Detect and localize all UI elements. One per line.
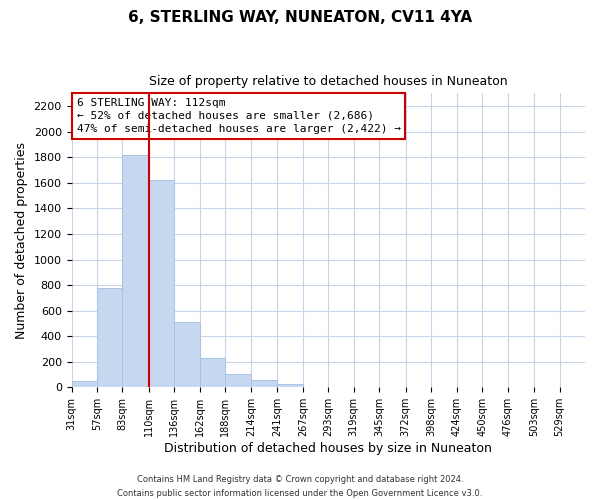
Bar — [277, 384, 303, 388]
Bar — [251, 380, 277, 388]
Bar — [175, 322, 200, 388]
Bar — [71, 381, 97, 388]
Bar — [149, 180, 175, 388]
Bar — [226, 374, 251, 388]
Text: 6 STERLING WAY: 112sqm
← 52% of detached houses are smaller (2,686)
47% of semi-: 6 STERLING WAY: 112sqm ← 52% of detached… — [77, 98, 401, 134]
Bar — [97, 288, 122, 388]
Text: 6, STERLING WAY, NUNEATON, CV11 4YA: 6, STERLING WAY, NUNEATON, CV11 4YA — [128, 10, 472, 25]
Title: Size of property relative to detached houses in Nuneaton: Size of property relative to detached ho… — [149, 75, 508, 88]
Y-axis label: Number of detached properties: Number of detached properties — [15, 142, 28, 339]
Bar — [122, 154, 149, 388]
X-axis label: Distribution of detached houses by size in Nuneaton: Distribution of detached houses by size … — [164, 442, 492, 455]
Bar — [200, 358, 226, 388]
Text: Contains HM Land Registry data © Crown copyright and database right 2024.
Contai: Contains HM Land Registry data © Crown c… — [118, 476, 482, 498]
